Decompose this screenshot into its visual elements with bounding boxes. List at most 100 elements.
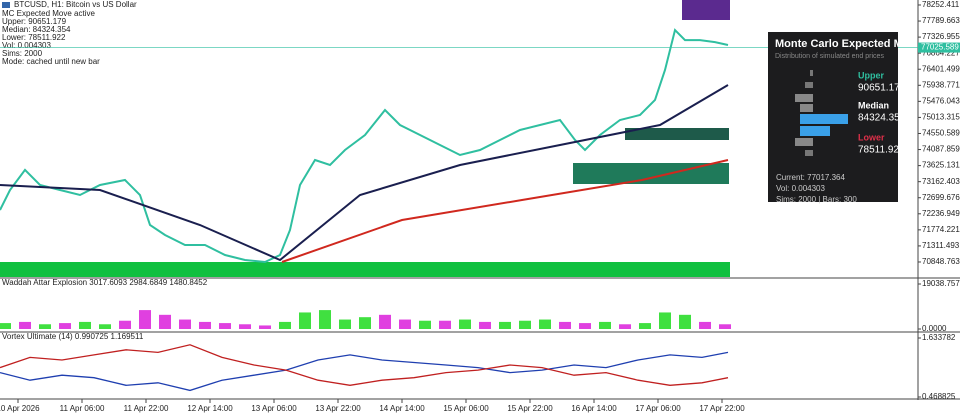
histogram-bar xyxy=(339,319,351,329)
histogram-bar xyxy=(179,319,191,329)
current-price-box xyxy=(918,42,960,53)
histogram-bar xyxy=(259,325,271,329)
mc-panel: Monte Carlo Expected M Distribution of s… xyxy=(768,32,906,204)
y-tick-label: 73625.131 xyxy=(922,161,960,170)
y-tick-label: 74087.859 xyxy=(922,145,960,154)
hist-bar xyxy=(795,94,813,102)
x-tick-label: 15 Apr 06:00 xyxy=(443,404,489,413)
series-line xyxy=(0,344,729,386)
histogram-bar xyxy=(59,323,71,329)
series-line xyxy=(0,84,729,262)
x-tick-label: 16 Apr 14:00 xyxy=(571,404,617,413)
x-tick-label: 11 Apr 06:00 xyxy=(60,404,105,413)
current-price-label: 77025.589 xyxy=(921,43,959,52)
histogram-bar xyxy=(19,321,31,329)
hist-bar xyxy=(800,126,830,136)
y-tick-label: 0.0000 xyxy=(922,324,947,333)
histogram-bar xyxy=(79,321,91,329)
x-tick-label: 13 Apr 22:00 xyxy=(315,404,361,413)
histogram-bar xyxy=(199,321,211,329)
mc-vol: Vol: 0.004303 xyxy=(776,184,825,193)
y-tick-label: 72236.949 xyxy=(922,209,960,218)
histogram-bar xyxy=(319,310,331,329)
histogram-bar xyxy=(579,323,591,329)
histogram-bar xyxy=(519,320,531,329)
x-tick-label: 17 Apr 06:00 xyxy=(635,404,681,413)
info-overlay: BTCUSD, H1: Bitcoin vs US Dollar MC Expe… xyxy=(2,0,137,66)
y-tick-label: 19038.7573 xyxy=(922,279,960,288)
panel-title: Vortex Ultimate (14) 0.990725 1.169511 xyxy=(2,332,144,341)
zone xyxy=(682,0,730,20)
x-tick-label: 12 Apr 14:00 xyxy=(187,404,233,413)
y-tick-label: 78252.411 xyxy=(922,0,960,9)
histogram-bar xyxy=(159,314,171,329)
histogram-bar xyxy=(0,323,11,329)
y-tick-label: 1.633782 xyxy=(922,333,956,342)
histogram-bar xyxy=(479,321,491,329)
histogram-bar xyxy=(379,314,391,329)
hist-bar xyxy=(800,114,848,124)
mc-current: Current: 77017.364 xyxy=(776,173,845,182)
y-tick-label: 77326.955 xyxy=(922,32,960,41)
histogram-bar xyxy=(659,312,671,329)
info-line: Mode: cached until new bar xyxy=(2,57,100,66)
zone xyxy=(625,128,729,140)
mc-lower-label: Lower xyxy=(858,132,885,142)
series-line xyxy=(0,351,729,392)
x-tick-label: 10 Apr 2026 xyxy=(0,404,40,413)
histogram-bar xyxy=(39,324,51,329)
icon xyxy=(2,2,10,8)
histogram-bar xyxy=(419,320,431,329)
mc-median-value: 84324.354 xyxy=(858,113,906,124)
mc-sims: Sims: 2000 | Bars: 300 xyxy=(776,195,857,204)
histogram-bar xyxy=(539,319,551,329)
series-line xyxy=(0,28,729,264)
y-tick-label: 71311.493 xyxy=(922,241,960,250)
mc-lower-value: 78511.922 xyxy=(858,145,905,156)
y-tick-label: 76401.499 xyxy=(922,64,960,73)
histogram-bar xyxy=(239,324,251,329)
y-tick-label: 76864.227 xyxy=(922,48,960,57)
y-tick-label: 75476.043 xyxy=(922,96,960,105)
info-line: Lower: 78511.922 xyxy=(2,33,66,42)
y-tick-label: 71774.221 xyxy=(922,225,960,234)
info-line: Sims: 2000 xyxy=(2,49,43,58)
x-tick-label: 11 Apr 22:00 xyxy=(124,404,169,413)
hist-bar xyxy=(800,104,813,112)
histogram-bar xyxy=(219,323,231,329)
info-line: MC Expected Move active xyxy=(2,9,95,18)
histogram-bar xyxy=(459,319,471,329)
y-tick-label: 75013.315 xyxy=(922,113,960,122)
mc-subtitle: Distribution of simulated end prices xyxy=(775,53,884,60)
histogram-bar xyxy=(639,323,651,329)
zone xyxy=(0,262,730,277)
hist-bar xyxy=(810,70,813,76)
mc-title: Monte Carlo Expected M xyxy=(775,38,903,50)
y-tick-label: 73162.403 xyxy=(922,177,960,186)
symbol: BTCUSD, H1: Bitcoin vs US Dollar xyxy=(14,0,137,9)
histogram-bar xyxy=(619,324,631,329)
histogram-bar xyxy=(99,324,111,329)
histogram-bar xyxy=(399,319,411,329)
histogram-bar xyxy=(699,321,711,329)
info-line: Vol: 0.004303 xyxy=(2,41,51,50)
mc-upper-value: 90651.179 xyxy=(858,83,906,94)
histogram-bar xyxy=(719,324,731,329)
histogram-bar xyxy=(119,320,131,329)
info-line: Median: 84324.354 xyxy=(2,25,71,34)
hist-bar xyxy=(805,150,813,156)
mc-median-label: Median xyxy=(858,100,889,110)
x-tick-label: 14 Apr 14:00 xyxy=(379,404,425,413)
y-tick-label: 75938.771 xyxy=(922,80,960,89)
x-tick-label: 17 Apr 22:00 xyxy=(699,404,745,413)
y-tick-label: 74550.589 xyxy=(922,129,960,138)
histogram-bar xyxy=(499,321,511,329)
histogram-bar xyxy=(679,314,691,329)
histogram-bar xyxy=(559,321,571,329)
histogram-bar xyxy=(359,317,371,329)
hist-bar xyxy=(805,82,813,88)
histogram-bar xyxy=(439,320,451,329)
y-tick-label: 77789.663 xyxy=(922,16,960,25)
series-line xyxy=(281,159,729,263)
